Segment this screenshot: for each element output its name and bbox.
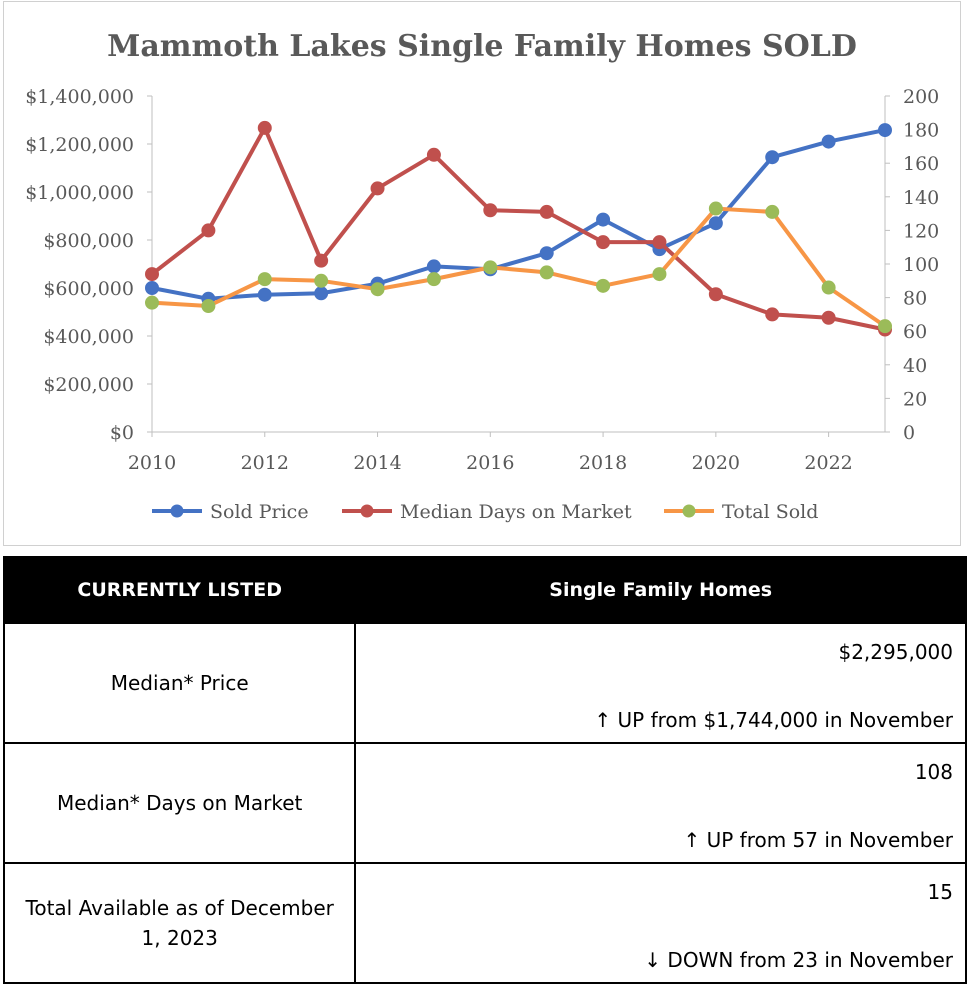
data-point (765, 150, 780, 165)
series-layer (145, 120, 892, 337)
chart-legend: Sold Price Median Days on Market Total Sol… (152, 501, 818, 523)
data-point (370, 282, 385, 297)
data-point (708, 201, 723, 216)
legend-label: Sold Price (210, 501, 309, 523)
data-point (314, 273, 329, 288)
data-point (483, 260, 498, 275)
data-point (539, 204, 554, 219)
data-point (596, 235, 611, 250)
data-point (483, 203, 498, 218)
y-left-tick-label: $800,000 (43, 230, 134, 252)
data-point (145, 281, 159, 295)
data-point (821, 280, 836, 295)
data-point (426, 259, 441, 274)
legend-marker (170, 504, 184, 518)
data-point (878, 319, 892, 334)
data-point (314, 286, 329, 301)
y-left-tick-label: $200,000 (43, 374, 134, 396)
x-tick-label: 2010 (128, 452, 176, 474)
data-point (878, 123, 892, 138)
current-value: 15 (927, 880, 953, 904)
y-left-tick-label: $600,000 (43, 278, 134, 300)
legend-marker (360, 504, 374, 518)
row-label: Median* Days on Market (2, 742, 357, 864)
series-line (150, 128, 887, 301)
current-value: 108 (914, 760, 953, 784)
data-point (596, 212, 611, 227)
y-left-tick-label: $400,000 (43, 326, 134, 348)
data-point (708, 287, 723, 302)
row-label: Median* Price (2, 622, 357, 744)
y-right-tick-label: 0 (903, 422, 915, 444)
data-point (201, 223, 216, 238)
y-right-tick-label: 80 (903, 288, 927, 310)
data-point (765, 204, 780, 219)
current-value: $2,295,000 (838, 640, 953, 664)
data-point (426, 272, 441, 287)
legend-label: Total Sold (722, 501, 818, 523)
table-header-row: CURRENTLY LISTED Single Family Homes (2, 556, 967, 624)
chart-axes: $0 $200,000 $400,000 $600,000 $800,000 $1,000… (25, 86, 939, 474)
y-right-tick-label: 160 (903, 153, 939, 175)
header-currently-listed: CURRENTLY LISTED (2, 556, 357, 624)
x-tick-label: 2016 (466, 452, 514, 474)
data-point (652, 235, 667, 250)
data-point (426, 147, 441, 162)
data-point (652, 267, 667, 282)
y-left-tick-label: $0 (110, 422, 134, 444)
row-value-cell: 15 ↓ DOWN from 23 in November (354, 862, 967, 984)
y-right-tick-label: 120 (903, 220, 939, 242)
data-point (257, 287, 272, 302)
change-note: ↓ DOWN from 23 in November (644, 948, 953, 972)
row-value-cell: 108 ↑ UP from 57 in November (354, 742, 967, 864)
data-point (596, 278, 611, 293)
y-right-tick-label: 140 (903, 187, 939, 209)
data-point (145, 267, 159, 282)
row-value-cell: $2,295,000 ↑ UP from $1,744,000 in Novem… (354, 622, 967, 744)
chart-title: Mammoth Lakes Single Family Homes SOLD (107, 29, 857, 64)
data-point (708, 216, 723, 231)
change-note: ↑ UP from 57 in November (683, 828, 953, 852)
series-line (150, 125, 887, 332)
data-point (145, 295, 159, 310)
data-point (201, 299, 216, 313)
table-row-median-days: Median* Days on Market 108 ↑ UP from 57 … (2, 742, 967, 864)
data-point (314, 253, 329, 268)
data-point (821, 310, 836, 325)
y-right-tick-label: 40 (903, 355, 927, 377)
y-left-tick-label: $1,400,000 (25, 86, 134, 108)
y-right-tick-label: 20 (903, 388, 927, 410)
data-point (257, 272, 272, 287)
data-point (370, 181, 385, 196)
y-left-tick-label: $1,200,000 (25, 134, 134, 156)
x-tick-label: 2022 (804, 452, 852, 474)
y-left-tick-label: $1,000,000 (25, 182, 134, 204)
y-right-tick-label: 180 (903, 120, 939, 142)
series-line (150, 206, 887, 329)
x-tick-label: 2018 (579, 452, 627, 474)
row-label: Total Available as of December 1, 2023 (2, 862, 357, 984)
x-tick-label: 2014 (353, 452, 401, 474)
data-point (257, 120, 272, 135)
y-right-tick-label: 100 (903, 254, 939, 276)
table-row-total-available: Total Available as of December 1, 2023 1… (2, 862, 967, 984)
data-point (765, 307, 780, 322)
table-row-median-price: Median* Price $2,295,000 ↑ UP from $1,74… (2, 622, 967, 744)
header-single-family-homes: Single Family Homes (354, 556, 967, 624)
x-tick-label: 2020 (692, 452, 740, 474)
data-point (539, 246, 554, 261)
change-note: ↑ UP from $1,744,000 in November (594, 708, 953, 732)
data-point (539, 265, 554, 280)
y-right-tick-label: 60 (903, 321, 927, 343)
x-tick-label: 2012 (241, 452, 289, 474)
data-point (821, 134, 836, 149)
chart-panel: Mammoth Lakes Single Family Homes SOLD $… (3, 1, 961, 546)
line-chart: Mammoth Lakes Single Family Homes SOLD $… (25, 29, 939, 523)
y-right-tick-label: 200 (903, 86, 939, 108)
listing-table: CURRENTLY LISTED Single Family Homes Med… (2, 556, 967, 984)
legend-marker (682, 504, 696, 518)
legend-label: Median Days on Market (400, 501, 632, 523)
